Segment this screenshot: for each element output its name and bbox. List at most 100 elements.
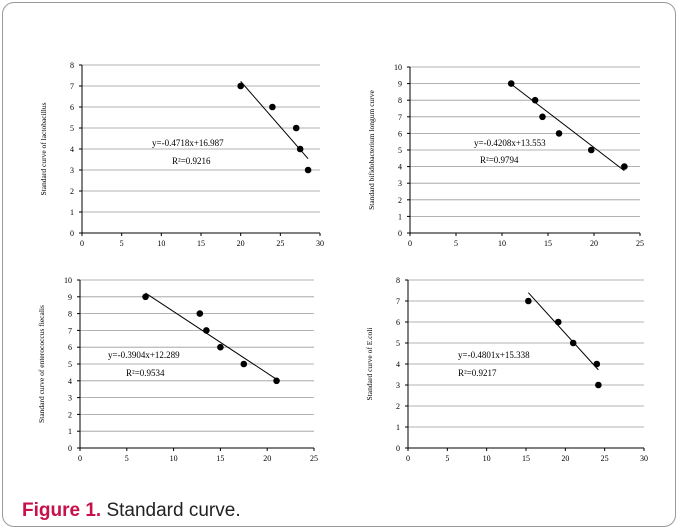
r-squared-label: R²=0.9216 — [172, 156, 211, 166]
y-tick-label: 3 — [68, 394, 72, 403]
data-point — [269, 103, 276, 111]
y-axis-label: Standard curve of E.coli — [365, 328, 374, 401]
y-tick-label: 5 — [398, 146, 402, 155]
y-tick-label: 2 — [396, 402, 400, 411]
y-tick-label: 6 — [70, 103, 74, 112]
data-point — [507, 80, 515, 87]
data-point — [539, 113, 546, 121]
x-tick-label: 25 — [310, 454, 318, 463]
scatter-chart-4: 0 1 2 3 4 5 6 7 8 0 5 10 15 20 25 30 Standard curve of E… — [365, 276, 648, 463]
y-tick-label: 4 — [398, 163, 402, 172]
data-point — [525, 297, 532, 305]
y-tick-label: 0 — [68, 444, 72, 453]
data-point — [595, 381, 602, 389]
x-tick-label: 5 — [445, 454, 449, 463]
x-tick-label: 5 — [125, 454, 129, 463]
x-tick-label: 15 — [197, 239, 205, 248]
y-tick-label: 9 — [398, 80, 402, 89]
y-axis-label: Standard curve of enterococcus fiecalis — [37, 305, 46, 423]
y-tick-label: 5 — [70, 124, 74, 133]
data-point — [203, 327, 210, 334]
data-point — [237, 82, 244, 90]
y-tick-label: 8 — [70, 61, 74, 70]
x-tick-label: 30 — [640, 454, 648, 463]
y-tick-label: 4 — [396, 360, 400, 369]
data-point — [296, 145, 304, 153]
trendline — [240, 81, 309, 159]
y-tick-label: 1 — [68, 427, 72, 436]
y-tick-label: 4 — [68, 377, 72, 386]
x-tick-label: 10 — [498, 239, 506, 248]
data-point — [531, 96, 539, 104]
trendline-equation: y=-0.4208x+13.553 — [474, 138, 546, 148]
r-squared-label: R²=0.9794 — [480, 155, 519, 165]
scatter-chart-3: 0 1 2 3 4 5 6 7 8 9 10 0 5 10 15 20 25 Standard curve of … — [37, 276, 318, 463]
y-tick-label: 3 — [396, 381, 400, 390]
x-tick-label: 15 — [522, 454, 530, 463]
x-tick-label: 0 — [78, 454, 82, 463]
scatter-chart-2: 0 1 2 3 4 5 6 7 8 9 10 0 5 10 15 20 25 Standard bifidobac… — [367, 63, 644, 248]
r-squared-label: R²=0.9534 — [126, 368, 165, 378]
y-tick-label: 6 — [68, 343, 72, 352]
y-tick-label: 6 — [398, 129, 402, 138]
data-point — [240, 360, 248, 368]
y-tick-label: 10 — [64, 276, 72, 285]
y-tick-label: 8 — [398, 96, 402, 105]
x-tick-label: 20 — [237, 239, 245, 248]
data-point — [555, 130, 563, 137]
x-tick-label: 20 — [590, 239, 598, 248]
x-tick-label: 5 — [120, 239, 124, 248]
data-point — [273, 377, 280, 385]
y-tick-label: 1 — [398, 212, 402, 221]
data-point — [142, 293, 149, 301]
y-tick-label: 0 — [398, 229, 402, 238]
y-tick-label: 3 — [70, 166, 74, 175]
y-tick-label: 4 — [70, 145, 74, 154]
x-tick-label: 10 — [157, 239, 165, 248]
scatter-chart-1: 0 1 2 3 4 5 6 7 8 0 5 10 15 20 25 30 Standard curve of l… — [39, 61, 324, 248]
y-tick-label: 6 — [396, 318, 400, 327]
figure-frame — [2, 2, 676, 527]
y-tick-label: 1 — [70, 208, 74, 217]
y-tick-label: 7 — [398, 113, 402, 122]
y-tick-label: 10 — [394, 63, 402, 72]
y-tick-label: 0 — [70, 229, 74, 238]
r-squared-label: R²=0.9217 — [458, 368, 497, 378]
data-point — [569, 339, 577, 347]
x-tick-label: 25 — [276, 239, 284, 248]
y-tick-label: 8 — [396, 276, 400, 285]
x-tick-label: 20 — [263, 454, 271, 463]
x-tick-label: 20 — [561, 454, 569, 463]
y-tick-label: 2 — [398, 196, 402, 205]
data-point — [217, 343, 224, 351]
x-tick-label: 25 — [636, 239, 644, 248]
x-tick-label: 10 — [483, 454, 491, 463]
trendline — [145, 292, 277, 380]
x-tick-label: 0 — [408, 239, 412, 248]
y-tick-label: 2 — [68, 410, 72, 419]
x-tick-label: 15 — [544, 239, 552, 248]
figure-label: Figure 1. — [22, 500, 102, 521]
y-tick-label: 7 — [68, 326, 72, 335]
data-point — [587, 146, 595, 154]
y-tick-label: 2 — [70, 187, 74, 196]
x-tick-label: 25 — [601, 454, 609, 463]
data-point — [621, 163, 628, 170]
data-point — [593, 360, 601, 368]
x-tick-label: 0 — [80, 239, 84, 248]
y-tick-label: 5 — [396, 339, 400, 348]
y-axis-label: Standard curve of lactobacillus — [39, 102, 48, 195]
trendline-equation: y=-0.4718x+16.987 — [152, 138, 224, 148]
y-axis-label: Standard bifidobacterium longum curve — [367, 89, 376, 209]
data-point — [304, 166, 312, 174]
y-tick-label: 0 — [396, 444, 400, 453]
data-point — [292, 124, 300, 132]
y-tick-label: 7 — [396, 297, 400, 306]
data-point — [196, 310, 204, 317]
data-point — [554, 318, 562, 326]
figure-panels: 0 1 2 3 4 5 6 7 8 0 5 10 15 20 25 30 Standard curve of l… — [37, 61, 648, 463]
y-tick-label: 5 — [68, 360, 72, 369]
x-tick-label: 5 — [454, 239, 458, 248]
y-tick-label: 1 — [396, 423, 400, 432]
trendline — [527, 292, 599, 371]
